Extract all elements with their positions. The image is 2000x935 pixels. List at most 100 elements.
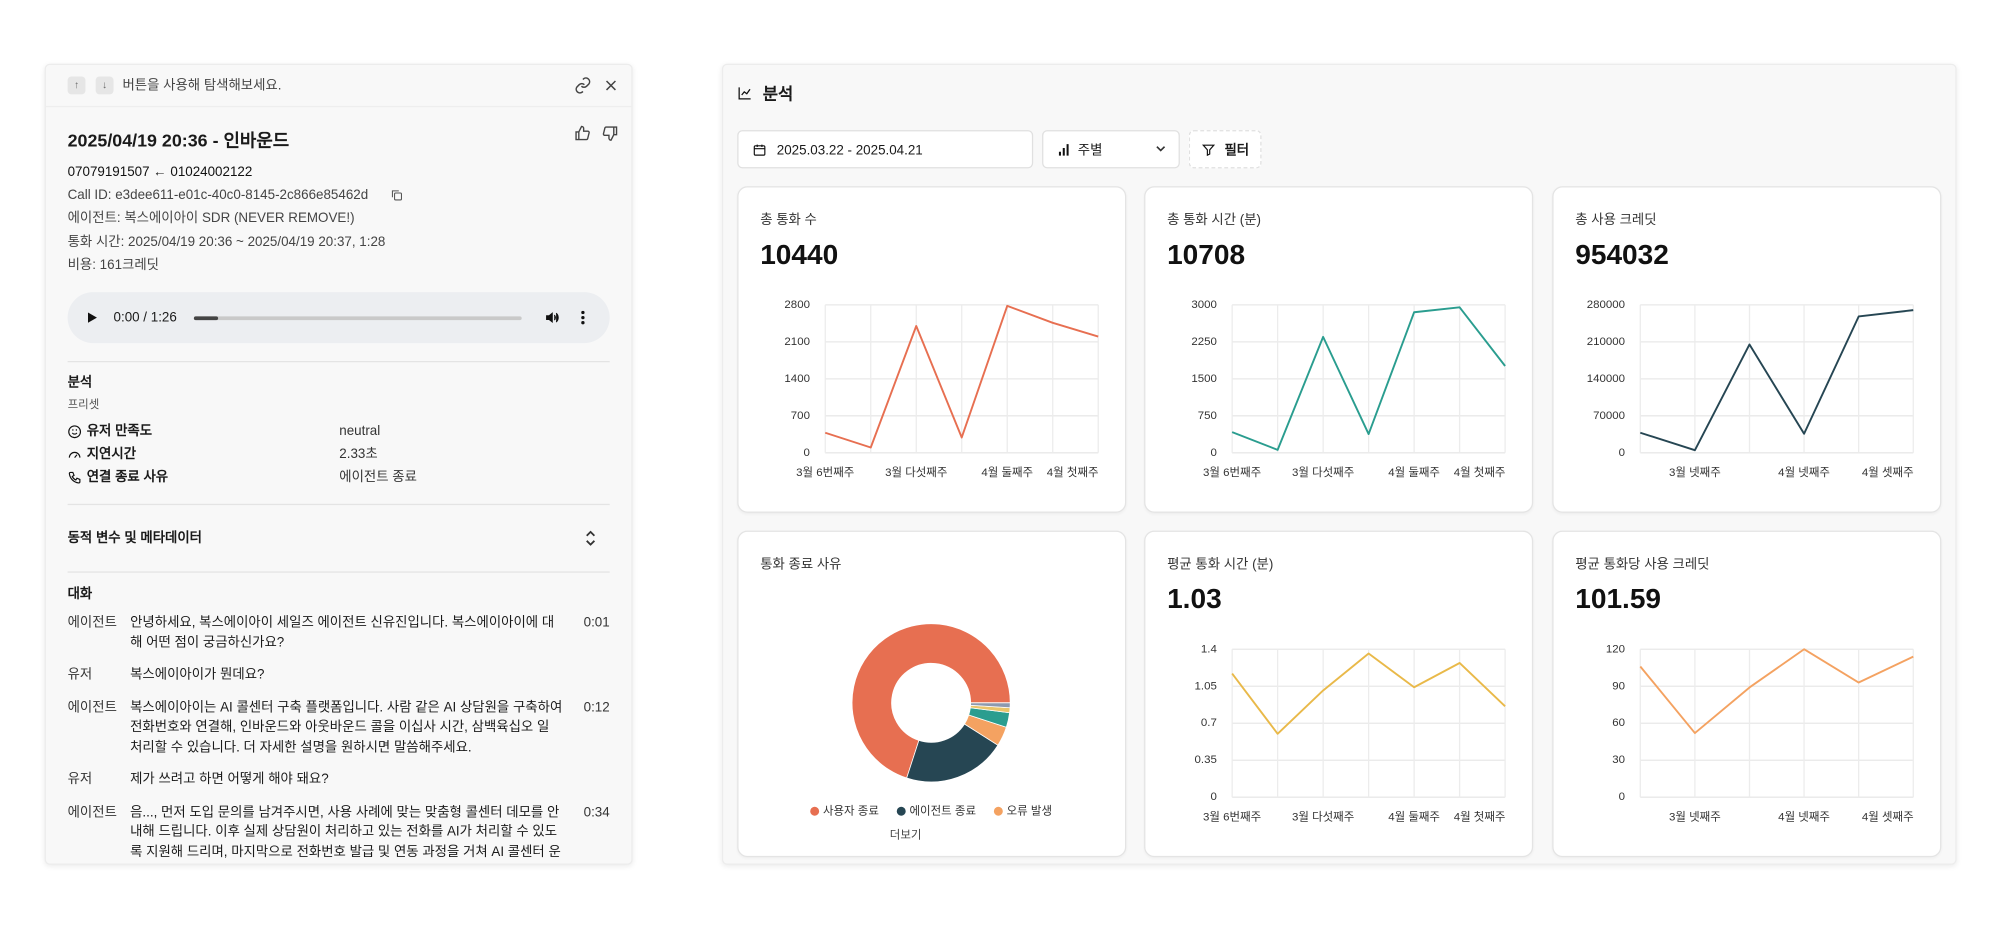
x-tick-label: 4월 첫째주 [1454,466,1506,479]
period-select[interactable]: 주별 [1042,130,1180,169]
x-tick-label: 4월 넷째주 [1778,811,1830,824]
chevron-icon [1156,146,1166,152]
analysis-value: 2.33초 [339,446,378,462]
chart-card: 총 통화 수 10440 0 700 1400 2100 2800 3월 6번째주 3월 다섯째… [737,186,1127,513]
copy-icon[interactable] [390,189,403,202]
metadata-toggle[interactable]: 동적 변수 및 메타데이터 [67,530,202,546]
x-tick-label: 4월 첫째주 [1047,466,1099,479]
legend-label: 사용자 종료 [823,804,879,817]
nav-hint: 버튼을 사용해 탐색해보세요. [122,77,282,94]
thumbs-down[interactable] [602,125,619,142]
x-tick-label: 3월 6번째주 [796,466,854,479]
message-text: 안녕하세요, 복스에이아이 세일즈 에이전트 신유진입니다. 복스에이아이에 대… [130,614,555,650]
message-time [564,666,610,686]
speaker: 에이전트 [67,699,117,715]
analysis-heading: 분석 [67,374,93,391]
y-tick-label: 60 [1612,717,1625,729]
chart-title: 평균 통화 시간 (분) [1167,557,1273,572]
x-tick-label: 3월 넷째주 [1669,466,1721,479]
y-tick-label: 0.35 [1195,754,1217,766]
chart: 평균 통화 시간 (분) 1.03 0 0.35 0.7 1.05 1.4 3월 6번째주 3월… [1167,557,1506,824]
chart-total: 10440 [760,239,838,270]
filter-icon [1201,144,1216,157]
link-icon[interactable] [574,77,592,95]
speaker: 유저 [67,667,93,683]
line-series [1231,306,1506,451]
message: 유저 복스에이아이가 뭔데요? [68,666,610,686]
chart-total: 954032 [1575,239,1669,270]
filter-button[interactable]: 필터 [1188,130,1262,169]
y-tick-label: 280000 [1587,299,1625,311]
x-tick-label: 4월 둘째주 [1388,466,1440,479]
legend-marker [810,806,820,816]
next-button[interactable]: ↓ [95,76,114,95]
y-tick-label: 1500 [1191,373,1217,385]
message-text: 음..., 먼저 도입 문의를 남겨주시면, 사용 사례에 맞는 맞춤형 콜센터… [130,804,561,860]
play-button[interactable] [85,311,98,324]
message-text: 복스에이아이가 뭔데요? [130,667,265,683]
y-tick-label: 0 [1619,791,1625,803]
line-series [1639,648,1914,735]
speaker: 유저 [67,771,93,787]
divider [67,360,610,363]
date-range: 2025.03.22 - 2025.04.21 [776,142,923,159]
preset-label: 프리셋 [67,397,100,411]
agent-name: 에이전트: 복스에이아이 SDR (NEVER REMOVE!) [67,210,355,226]
y-tick-label: 1400 [784,373,810,385]
close-icon[interactable] [602,77,620,95]
divider [67,503,610,506]
call-duration: 통화 시간: 2025/04/19 20:36 ~ 2025/04/19 20:… [67,234,386,250]
chevron-icon[interactable] [584,530,597,546]
smile-icon [68,425,82,439]
message: 유저 제가 쓰려고 하면 어떻게 해야 돼요? [68,770,610,790]
pie-slice [970,702,1011,709]
prev-button[interactable]: ↑ [67,76,86,95]
gauge-icon [68,451,81,459]
chart-card: 총 통화 시간 (분) 10708 0 750 1500 2250 3000 3월 6번째주 3… [1144,186,1534,513]
filter: 필터 [1224,142,1250,159]
message: 에이전트 안녕하세요, 복스에이아이 세일즈 에이전트 신유진입니다. 복스에이아… [68,614,610,654]
thumbs-up[interactable] [574,125,591,142]
x-tick-label: 3월 다섯째주 [885,466,947,479]
x-tick-label: 3월 다섯째주 [1292,466,1354,479]
date-range-picker[interactable]: 2025.03.22 - 2025.04.21 [737,130,1034,169]
line-series [1640,309,1914,452]
y-tick-label: 1.4 [1201,643,1218,655]
chart-total: 101.59 [1575,583,1661,614]
speaker: 에이전트 [67,614,117,631]
y-tick-label: 2250 [1191,336,1217,348]
y-tick-label: 120 [1606,643,1625,655]
x-tick-label: 3월 6번째주 [1203,466,1261,479]
y-tick-label: 0 [1619,447,1625,459]
y-tick-label: 2100 [784,336,810,348]
x-tick-label: 4월 첫째주 [1454,811,1506,824]
audio-track[interactable] [193,316,522,321]
pie-slice [906,723,999,783]
audio-time: 0:00 / 1:26 [113,309,177,326]
pie-slice [851,623,1011,779]
chart-total: 1.03 [1167,583,1222,614]
speaker: 에이전트 [67,804,117,820]
y-tick-label: 30 [1612,754,1625,766]
analytics-panel: 분석 2025.03.22 - 2025.04.21 주별 필터 총 통화 수 1… [721,63,1957,865]
volume-button[interactable] [545,310,560,325]
bars-icon [1058,144,1069,156]
legend-label: 에이전트 종료 [910,804,976,817]
y-tick-label: 0 [1210,791,1216,803]
more-button[interactable] [579,310,587,325]
y-tick-label: 750 [1198,410,1217,422]
divider [45,105,632,108]
chart-card: 통화 종료 사유 사용자 종료 에이전트 종료 오류 발생 더보기 [737,530,1127,858]
conversation-heading: 대화 [67,586,93,603]
divider [67,571,610,573]
chart-card: 평균 통화당 사용 크레딧 101.59 0 30 60 90 120 3월 넷째주 4월 넷째… [1552,530,1942,858]
legend-more: 더보기 [890,828,922,841]
x-tick-label: 4월 둘째주 [1388,811,1440,824]
message-text: 제가 쓰려고 하면 어떻게 해야 돼요? [130,771,329,787]
x-tick-label: 4월 넷째주 [1778,466,1830,479]
y-tick-label: 0.7 [1201,717,1217,729]
line-series [1231,652,1506,735]
legend-marker [896,806,906,816]
chart-title: 통화 종료 사유 [760,557,841,572]
